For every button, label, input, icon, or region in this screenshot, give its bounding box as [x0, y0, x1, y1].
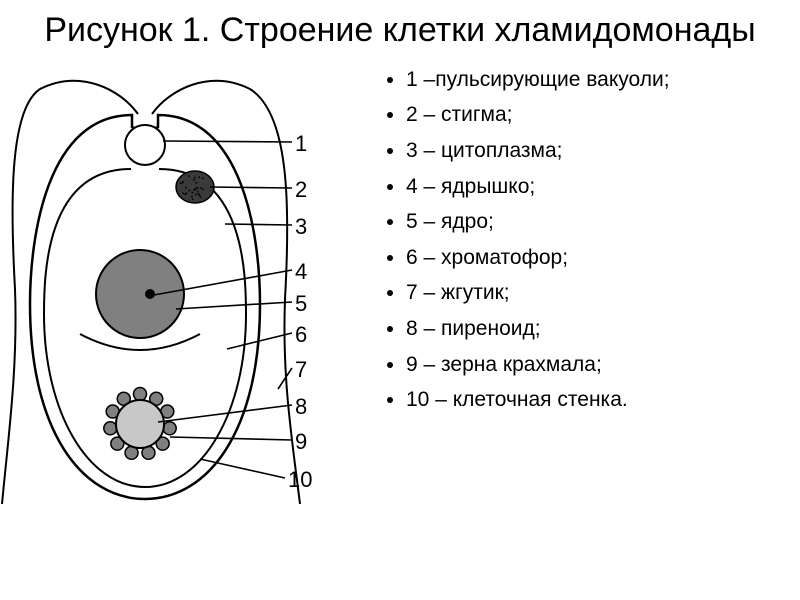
- legend-area: 1 –пульсирующие вакуоли;2 – стигма;3 – ц…: [370, 59, 800, 539]
- content-row: 1 2 3 4 5 6 7 8 9 10 1 –пульсирующие вакуоли;2 – …: [0, 59, 800, 539]
- diagram-number-label: 10: [288, 467, 312, 493]
- diagram-number-label: 3: [295, 214, 307, 240]
- diagram-number-label: 8: [295, 394, 307, 420]
- legend-item: 2 – стигма;: [406, 98, 800, 132]
- diagram-number-label: 4: [295, 259, 307, 285]
- diagram-number-label: 9: [295, 429, 307, 455]
- cell-diagram: [0, 59, 370, 539]
- diagram-number-label: 1: [295, 131, 307, 157]
- legend-item: 8 – пиреноид;: [406, 312, 800, 346]
- diagram-number-label: 5: [295, 291, 307, 317]
- diagram-area: 1 2 3 4 5 6 7 8 9 10: [0, 59, 370, 539]
- legend-item: 9 – зерна крахмала;: [406, 348, 800, 382]
- legend-item: 5 – ядро;: [406, 205, 800, 239]
- legend-item: 4 – ядрышко;: [406, 170, 800, 204]
- diagram-number-label: 2: [295, 177, 307, 203]
- diagram-number-label: 7: [295, 357, 307, 383]
- legend-item: 3 – цитоплазма;: [406, 134, 800, 168]
- legend-list: 1 –пульсирующие вакуоли;2 – стигма;3 – ц…: [380, 63, 800, 417]
- legend-item: 7 – жгутик;: [406, 276, 800, 310]
- legend-item: 6 – хроматофор;: [406, 241, 800, 275]
- legend-item: 10 – клеточная стенка.: [406, 383, 800, 417]
- page-title: Рисунок 1. Строение клетки хламидомонады: [0, 0, 800, 51]
- diagram-number-label: 6: [295, 322, 307, 348]
- legend-item: 1 –пульсирующие вакуоли;: [406, 63, 800, 97]
